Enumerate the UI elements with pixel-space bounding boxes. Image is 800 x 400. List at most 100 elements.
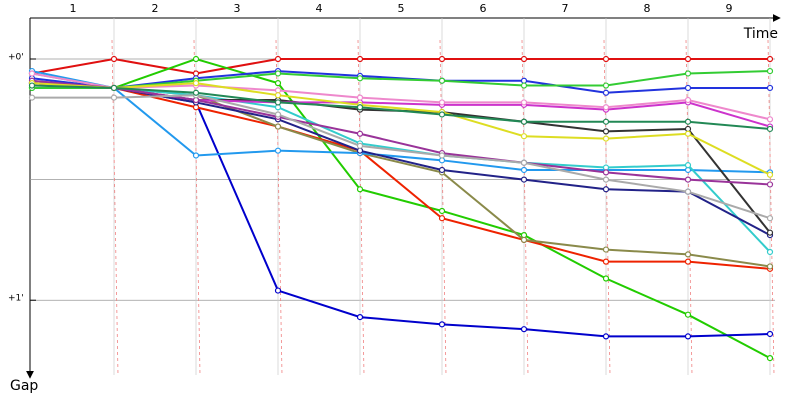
- series-line: [32, 57, 771, 359]
- series-point: [274, 99, 282, 106]
- series-point: [766, 67, 774, 75]
- series-point: [602, 104, 610, 111]
- series-line: [31, 70, 770, 94]
- series-point: [438, 55, 446, 63]
- series-point: [356, 314, 364, 321]
- series-point: [766, 116, 774, 123]
- series-point: [766, 84, 774, 92]
- series-point: [602, 135, 610, 142]
- series-point: [684, 130, 692, 137]
- series-point: [684, 258, 692, 265]
- series-point: [602, 169, 610, 176]
- lap-dash: [521, 39, 529, 376]
- series-point: [356, 55, 364, 63]
- series-point: [438, 99, 446, 106]
- series-point: [684, 311, 692, 318]
- series-point: [520, 236, 528, 244]
- lap-label: 9: [726, 2, 733, 15]
- series-point: [684, 70, 692, 77]
- lap-dash: [685, 39, 693, 376]
- series-line: [31, 79, 771, 186]
- series-point: [602, 275, 610, 282]
- series-point: [766, 171, 774, 178]
- series-point: [684, 251, 692, 258]
- series-line: [31, 82, 771, 270]
- series-point: [274, 70, 282, 77]
- series-point: [192, 152, 200, 159]
- series-point: [684, 333, 692, 340]
- series-point: [520, 55, 528, 63]
- series-point: [766, 330, 774, 338]
- lap-label: 6: [480, 2, 487, 15]
- series-point: [438, 321, 446, 328]
- lap-dash: [767, 39, 775, 376]
- series-point: [602, 55, 610, 63]
- series-point: [766, 215, 774, 222]
- series-line: [32, 70, 771, 89]
- series-line: [32, 94, 771, 220]
- lap-label: 8: [644, 2, 651, 15]
- series-point: [356, 75, 364, 82]
- series-point: [356, 94, 364, 101]
- series-point: [520, 133, 528, 140]
- series-point: [274, 123, 282, 130]
- series-point: [520, 166, 528, 174]
- series-line: [31, 72, 771, 121]
- series-point: [684, 84, 692, 92]
- series-point: [602, 333, 610, 340]
- series-point: [602, 246, 610, 253]
- series-point: [602, 89, 610, 96]
- series-point: [684, 118, 692, 125]
- lap-dash: [439, 39, 447, 376]
- series-point: [274, 147, 282, 154]
- series-point: [356, 186, 364, 193]
- y-axis-label: Gap: [10, 378, 38, 394]
- series-point: [192, 55, 200, 63]
- lap-label: 4: [316, 2, 323, 15]
- lap-label: 5: [398, 2, 405, 15]
- series-point: [766, 355, 774, 362]
- series-point: [520, 176, 528, 183]
- series-point: [110, 94, 118, 101]
- series-point: [192, 80, 200, 87]
- y-tick-label: +1': [8, 294, 24, 304]
- lap-dash: [603, 39, 611, 376]
- series-point: [766, 248, 774, 256]
- series-point: [684, 55, 692, 63]
- series-point: [520, 159, 528, 166]
- series-point: [110, 84, 118, 92]
- series-point: [684, 188, 692, 195]
- lap-label: 1: [70, 2, 77, 15]
- series-point: [274, 55, 282, 63]
- series-point: [438, 152, 446, 159]
- series-point: [602, 186, 610, 193]
- series-line: [31, 70, 771, 174]
- series-point: [766, 55, 774, 63]
- series-point: [356, 104, 364, 111]
- series-point: [28, 70, 36, 77]
- series-point: [602, 258, 610, 265]
- series-point: [110, 55, 118, 63]
- series-point: [28, 94, 36, 101]
- lap-label: 7: [562, 2, 569, 15]
- series-line: [31, 57, 770, 75]
- series-point: [438, 111, 446, 118]
- series-point: [766, 229, 774, 236]
- series-point: [766, 263, 774, 270]
- series-point: [766, 125, 774, 133]
- series-line: [31, 84, 771, 130]
- series-point: [602, 128, 610, 135]
- series-point: [520, 82, 528, 89]
- series-point: [28, 82, 36, 89]
- series-point: [356, 142, 364, 149]
- series-point: [438, 215, 446, 222]
- series-point: [684, 176, 692, 183]
- y-tick-label: +0': [8, 53, 24, 63]
- series-point: [438, 166, 446, 174]
- series-point: [274, 111, 282, 118]
- series-point: [274, 80, 282, 87]
- series-point: [766, 181, 774, 188]
- series-point: [274, 92, 282, 99]
- series-point: [602, 118, 610, 125]
- series-point: [602, 82, 610, 89]
